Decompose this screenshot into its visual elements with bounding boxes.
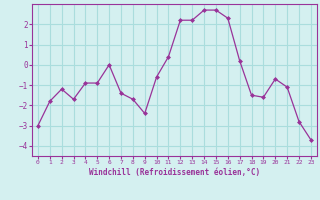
X-axis label: Windchill (Refroidissement éolien,°C): Windchill (Refroidissement éolien,°C)	[89, 168, 260, 177]
